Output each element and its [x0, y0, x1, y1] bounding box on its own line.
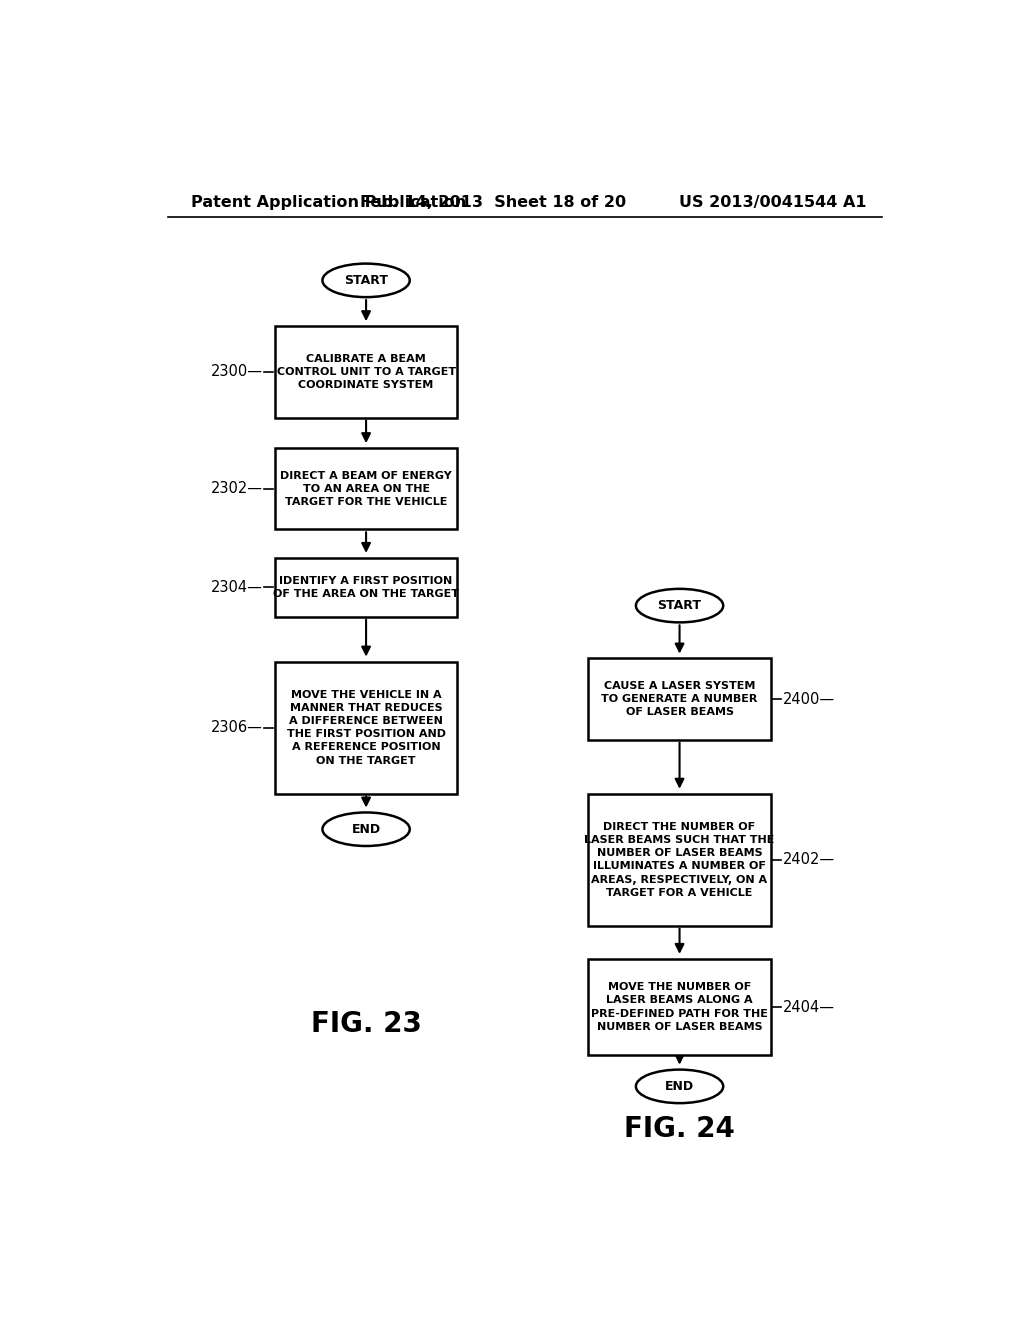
Text: 2302—: 2302—: [211, 482, 263, 496]
Text: IDENTIFY A FIRST POSITION
OF THE AREA ON THE TARGET: IDENTIFY A FIRST POSITION OF THE AREA ON…: [273, 576, 459, 599]
Text: MOVE THE VEHICLE IN A
MANNER THAT REDUCES
A DIFFERENCE BETWEEN
THE FIRST POSITIO: MOVE THE VEHICLE IN A MANNER THAT REDUCE…: [287, 689, 445, 766]
Text: START: START: [657, 599, 701, 612]
Text: END: END: [351, 822, 381, 836]
Ellipse shape: [323, 812, 410, 846]
Text: 2306—: 2306—: [211, 721, 263, 735]
Text: Feb. 14, 2013  Sheet 18 of 20: Feb. 14, 2013 Sheet 18 of 20: [360, 194, 626, 210]
Text: 2402—: 2402—: [782, 853, 835, 867]
Ellipse shape: [636, 1069, 723, 1104]
FancyBboxPatch shape: [588, 659, 771, 739]
Text: END: END: [665, 1080, 694, 1093]
Text: Patent Application Publication: Patent Application Publication: [191, 194, 467, 210]
Ellipse shape: [323, 264, 410, 297]
FancyBboxPatch shape: [588, 958, 771, 1056]
FancyBboxPatch shape: [274, 661, 458, 793]
Text: US 2013/0041544 A1: US 2013/0041544 A1: [679, 194, 866, 210]
Text: DIRECT THE NUMBER OF
LASER BEAMS SUCH THAT THE
NUMBER OF LASER BEAMS
ILLUMINATES: DIRECT THE NUMBER OF LASER BEAMS SUCH TH…: [585, 822, 775, 898]
FancyBboxPatch shape: [588, 793, 771, 925]
FancyBboxPatch shape: [274, 447, 458, 529]
Text: CALIBRATE A BEAM
CONTROL UNIT TO A TARGET
COORDINATE SYSTEM: CALIBRATE A BEAM CONTROL UNIT TO A TARGE…: [276, 354, 456, 389]
Text: CAUSE A LASER SYSTEM
TO GENERATE A NUMBER
OF LASER BEAMS: CAUSE A LASER SYSTEM TO GENERATE A NUMBE…: [601, 681, 758, 717]
FancyBboxPatch shape: [274, 558, 458, 616]
Ellipse shape: [636, 589, 723, 623]
Text: 2304—: 2304—: [211, 579, 263, 595]
Text: FIG. 24: FIG. 24: [624, 1115, 735, 1143]
Text: MOVE THE NUMBER OF
LASER BEAMS ALONG A
PRE-DEFINED PATH FOR THE
NUMBER OF LASER : MOVE THE NUMBER OF LASER BEAMS ALONG A P…: [591, 982, 768, 1032]
Text: 2300—: 2300—: [211, 364, 263, 379]
Text: DIRECT A BEAM OF ENERGY
TO AN AREA ON THE
TARGET FOR THE VEHICLE: DIRECT A BEAM OF ENERGY TO AN AREA ON TH…: [281, 470, 452, 507]
Text: FIG. 23: FIG. 23: [310, 1010, 422, 1039]
Text: START: START: [344, 273, 388, 286]
FancyBboxPatch shape: [274, 326, 458, 417]
Text: 2404—: 2404—: [782, 999, 835, 1015]
Text: 2400—: 2400—: [782, 692, 835, 706]
